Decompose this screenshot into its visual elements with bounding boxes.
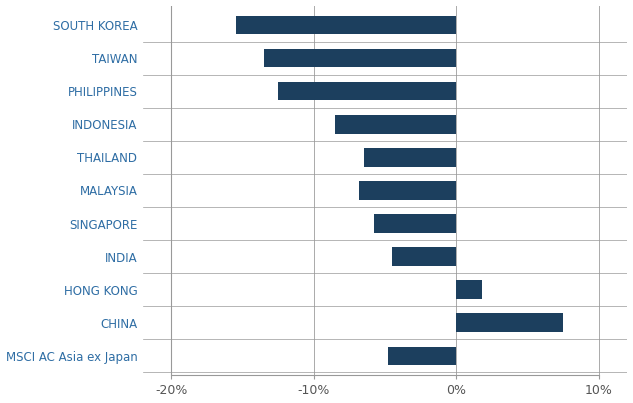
Bar (335, 115, 456, 133)
Bar (279, 82, 456, 100)
Bar (392, 247, 456, 266)
Bar (264, 49, 456, 67)
Bar (456, 280, 482, 299)
Bar (456, 314, 563, 332)
Bar (360, 181, 456, 199)
Bar (235, 16, 456, 34)
Bar (373, 214, 456, 233)
Bar (388, 347, 456, 365)
Bar (364, 148, 456, 166)
